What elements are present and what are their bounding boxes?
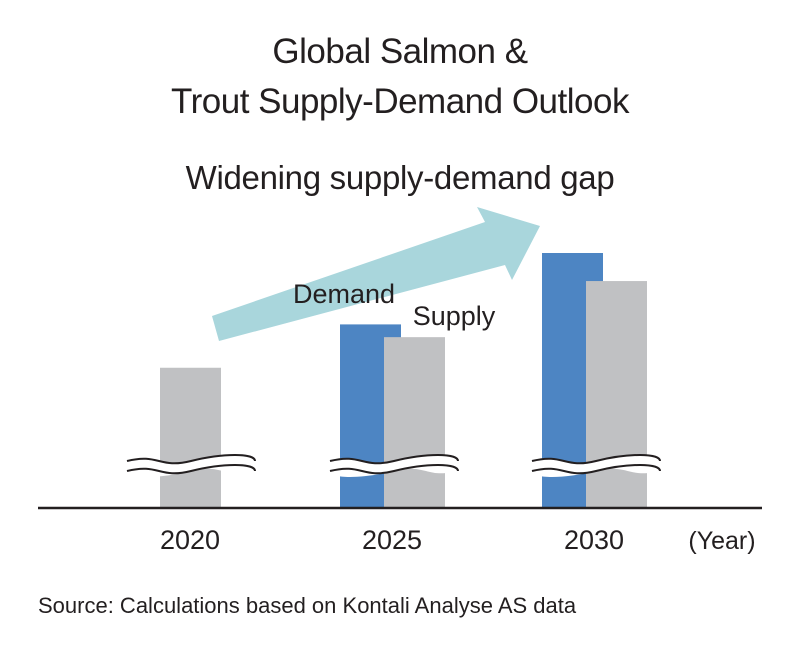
gap-trend-arrow [212,207,540,341]
axis-break-line-upper-2020 [126,454,256,465]
bar-supply-2030 [586,281,647,508]
x-tick-label-2020: 2020 [160,525,220,555]
x-axis-unit-label: (Year) [688,527,755,555]
bar-supply-2025 [384,337,445,508]
axis-break-line-upper-2025 [329,454,459,465]
bar-supply-2020 [160,367,221,508]
gap-annotation: Widening supply-demand gap [185,159,615,196]
chart-title-line-1: Global Salmon & [272,32,528,71]
series-label-demand: Demand [293,279,395,309]
x-tick-label-2030: 2030 [564,525,624,555]
axis-break-line-lower-2025 [329,464,459,475]
chart-title-line-2: Trout Supply-Demand Outlook [171,82,629,121]
axis-break-line-upper-2030 [531,454,661,465]
axis-break-line-lower-2020 [126,464,256,475]
x-tick-label-2025: 2025 [362,525,422,555]
axis-break-line-lower-2030 [531,464,661,475]
source-note: Source: Calculations based on Kontali An… [38,593,577,618]
series-label-supply: Supply [413,301,496,331]
